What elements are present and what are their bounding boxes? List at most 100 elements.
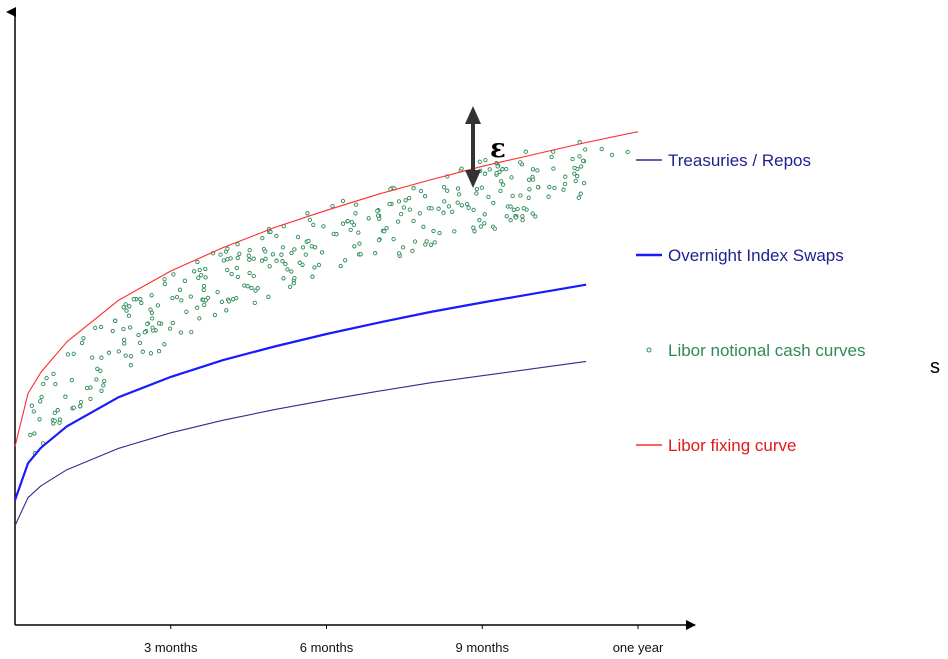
scatter-point — [572, 165, 577, 171]
scatter-point — [442, 199, 447, 204]
scatter-point — [148, 351, 154, 356]
scatter-point — [316, 262, 322, 268]
scatter-point — [203, 275, 208, 280]
legend: Treasuries / Repos Overnight Index Swaps L… — [636, 151, 866, 455]
scatter-point — [279, 252, 284, 257]
scatter-point — [396, 199, 402, 204]
scatter-point — [535, 168, 540, 173]
scatter-point — [504, 166, 509, 172]
scatter-point — [436, 206, 441, 211]
scatter-point — [509, 175, 514, 180]
scatter-point — [98, 324, 104, 330]
scatter-layer — [28, 140, 630, 456]
legend-label: Libor notional cash curves — [668, 341, 866, 360]
scatter-point — [128, 363, 133, 368]
scatter-point — [464, 201, 470, 207]
scatter-point — [345, 218, 350, 224]
scatter-point — [162, 342, 167, 347]
scatter-point — [171, 272, 176, 277]
scatter-point — [177, 287, 183, 292]
scatter-point — [478, 224, 484, 229]
scatter-point — [192, 269, 197, 274]
scatter-point — [498, 188, 503, 194]
scatter-point — [411, 218, 416, 224]
scatter-point — [421, 224, 426, 229]
scatter-point — [237, 251, 242, 256]
scatter-point — [432, 240, 437, 245]
scatter-point — [500, 167, 505, 172]
scatter-point — [551, 166, 556, 171]
scatter-point — [375, 208, 380, 214]
scatter-point — [189, 329, 194, 335]
scatter-point — [51, 371, 56, 377]
scatter-point — [395, 219, 401, 224]
scatter-point — [396, 251, 402, 256]
scatter-point — [285, 267, 290, 272]
scatter-point — [352, 244, 357, 249]
scatter-point — [69, 378, 74, 383]
series-line-1 — [13, 283, 587, 501]
scatter-point — [259, 258, 265, 263]
scatter-point — [260, 235, 265, 241]
scatter-point — [215, 289, 220, 295]
scatter-point — [570, 156, 575, 162]
scatter-point — [599, 146, 604, 152]
scatter-point — [561, 187, 566, 192]
scatter-point — [576, 195, 581, 200]
scatter-point — [455, 186, 461, 191]
scatter-point — [523, 149, 528, 154]
scatter-point — [102, 378, 107, 384]
scatter-point — [170, 320, 175, 326]
scatter-point — [122, 341, 127, 346]
scatter-point — [407, 207, 412, 212]
scatter-point — [417, 211, 422, 216]
scatter-point — [391, 236, 396, 242]
scatter-point — [306, 238, 311, 244]
scatter-point — [29, 403, 34, 408]
scatter-point — [110, 328, 115, 334]
scatter-point — [127, 325, 133, 330]
scatter-point — [577, 154, 582, 159]
scatter-point — [178, 330, 184, 335]
scatter-point — [483, 157, 488, 163]
scatter-point — [518, 193, 523, 198]
scatter-point — [41, 381, 46, 387]
scatter-point — [310, 274, 315, 279]
spread-label: ε — [490, 134, 506, 164]
scatter-point — [351, 222, 357, 228]
scatter-point — [182, 278, 188, 283]
scatter-point — [492, 226, 497, 231]
scatter-point — [212, 312, 218, 318]
spread-arrow-head-bottom — [465, 170, 481, 188]
scatter-point — [354, 202, 359, 207]
scatter-point — [156, 349, 162, 354]
scatter-point — [150, 316, 155, 321]
x-tick-label: 6 months — [300, 640, 354, 655]
scatter-point — [459, 166, 464, 171]
scatter-point — [482, 221, 487, 226]
scatter-point — [349, 220, 354, 225]
scatter-point — [423, 242, 428, 247]
scatter-point — [441, 210, 446, 215]
scatter-point — [375, 213, 381, 218]
scatter-point — [94, 377, 99, 382]
scatter-point — [246, 253, 251, 258]
scatter-point — [123, 353, 128, 358]
scatter-point — [312, 265, 317, 270]
scatter-point — [226, 299, 232, 304]
scatter-point — [494, 170, 499, 176]
scatter-point — [292, 247, 297, 252]
scatter-point — [224, 308, 229, 313]
stray-label: s — [930, 356, 940, 378]
scatter-point — [287, 284, 293, 290]
x-tick-label: 9 months — [456, 640, 510, 655]
scatter-point — [382, 229, 387, 234]
scatter-point — [410, 248, 415, 254]
scatter-point — [55, 408, 60, 413]
scatter-point — [575, 174, 580, 179]
scatter-point — [401, 205, 407, 210]
scatter-point — [142, 330, 147, 335]
scatter-point — [295, 234, 301, 240]
scatter-point — [340, 198, 346, 204]
